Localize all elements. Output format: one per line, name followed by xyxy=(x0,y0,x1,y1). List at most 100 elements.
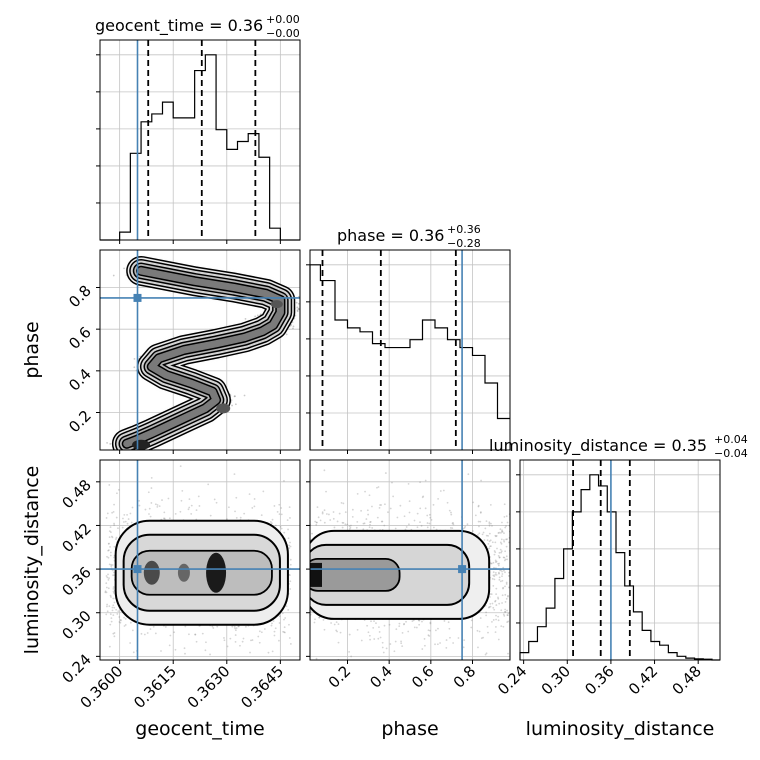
sample-point xyxy=(350,524,352,527)
sample-point xyxy=(257,635,260,638)
title-geocent-time-plus: +0.00 xyxy=(266,13,300,26)
sample-point xyxy=(113,635,116,638)
sample-point xyxy=(105,586,108,589)
sample-point xyxy=(130,521,133,524)
sample-point xyxy=(381,646,384,649)
sample-point xyxy=(479,511,482,513)
sample-point xyxy=(505,597,508,600)
sample-point xyxy=(287,672,289,674)
sample-point xyxy=(123,616,125,619)
sample-point xyxy=(418,619,421,622)
sample-point xyxy=(480,479,482,482)
sample-point xyxy=(350,655,353,658)
sample-point xyxy=(508,541,510,544)
sample-point xyxy=(316,506,319,509)
sample-point xyxy=(489,596,491,598)
sample-point xyxy=(112,590,115,593)
sample-point xyxy=(288,637,291,639)
sample-point xyxy=(346,523,349,526)
sample-point xyxy=(470,626,473,629)
sample-point xyxy=(138,504,141,507)
sample-point xyxy=(492,571,495,574)
density-layer xyxy=(310,469,510,660)
sample-point xyxy=(164,626,167,628)
panel-frame xyxy=(309,459,511,661)
sample-point xyxy=(408,511,411,514)
sample-point xyxy=(427,634,430,637)
sample-point xyxy=(495,618,497,621)
sample-point xyxy=(449,636,451,639)
sample-point xyxy=(369,523,371,526)
sample-point xyxy=(113,556,115,559)
sample-point xyxy=(503,515,506,518)
sample-point xyxy=(488,521,491,524)
sample-point xyxy=(292,325,295,328)
sample-point xyxy=(503,503,506,506)
sample-point xyxy=(378,626,380,629)
sample-point xyxy=(106,512,109,515)
sample-point xyxy=(106,610,109,613)
sample-point xyxy=(270,522,273,525)
sample-point xyxy=(479,512,482,514)
sample-point xyxy=(110,565,113,568)
sample-point xyxy=(295,301,298,304)
sample-point xyxy=(495,535,497,538)
sample-point xyxy=(506,614,509,617)
sample-point xyxy=(234,634,237,636)
sample-point xyxy=(289,563,292,566)
sample-point xyxy=(198,505,201,507)
sample-point xyxy=(506,621,509,623)
sample-point xyxy=(495,593,498,596)
sample-point xyxy=(341,526,344,529)
sample-point xyxy=(112,569,114,572)
sample-point xyxy=(367,631,370,634)
histogram-step-phase xyxy=(309,264,510,450)
sample-point xyxy=(437,497,440,500)
sample-point xyxy=(160,650,162,652)
sample-point xyxy=(281,612,284,615)
y-tick-label-luminosity_distance: 0.30 xyxy=(58,607,94,643)
sample-point xyxy=(163,511,166,514)
sample-point xyxy=(376,516,379,519)
sample-point xyxy=(133,358,136,360)
sample-point xyxy=(158,505,161,507)
sample-point xyxy=(113,632,116,634)
sample-point xyxy=(493,578,496,581)
sample-point xyxy=(490,593,493,596)
sample-point xyxy=(491,602,494,605)
sample-point xyxy=(129,512,132,515)
sample-point xyxy=(403,515,406,518)
sample-point xyxy=(238,625,240,628)
sample-point xyxy=(204,649,207,652)
sample-point xyxy=(234,627,236,630)
sample-point xyxy=(485,611,488,614)
sample-point xyxy=(287,528,289,531)
sample-point xyxy=(194,633,197,636)
sample-point xyxy=(351,515,354,518)
sample-point xyxy=(501,575,503,578)
sample-point xyxy=(201,632,204,635)
sample-point xyxy=(384,472,387,474)
sample-point xyxy=(437,627,439,630)
sample-point xyxy=(344,511,347,514)
sample-point xyxy=(498,556,501,559)
sample-point xyxy=(188,506,191,509)
sample-point xyxy=(106,555,108,558)
sample-point xyxy=(112,587,115,590)
sample-point xyxy=(427,629,430,632)
title-geocent-time-minus: −0.00 xyxy=(266,27,300,40)
sample-point xyxy=(478,525,480,528)
sample-point xyxy=(131,629,134,632)
sample-point xyxy=(123,625,126,627)
sample-point xyxy=(494,599,497,602)
sample-point xyxy=(278,513,281,516)
sample-point xyxy=(311,532,313,535)
sample-point xyxy=(504,608,507,611)
title-phase-plus: +0.36 xyxy=(447,223,481,236)
sample-point xyxy=(486,539,489,542)
sample-point xyxy=(179,465,182,468)
sample-point xyxy=(497,532,500,534)
sample-point xyxy=(109,623,112,626)
sample-point xyxy=(494,541,497,544)
sample-point xyxy=(494,573,497,576)
